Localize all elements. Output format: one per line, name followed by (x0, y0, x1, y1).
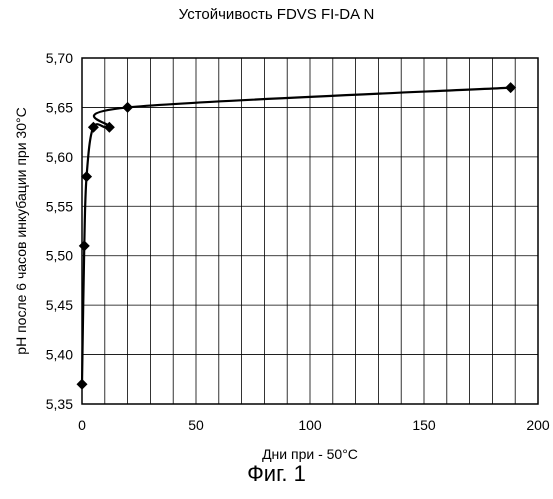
series-line (82, 88, 511, 385)
y-tick-label: 5,40 (46, 347, 73, 363)
x-tick-label: 200 (526, 417, 550, 433)
grid-lines (82, 58, 538, 404)
y-tick-label: 5,65 (46, 99, 73, 115)
y-tick-label: 5,55 (46, 198, 73, 214)
data-markers (77, 82, 517, 390)
y-tick-label: 5,35 (46, 396, 73, 412)
data-point-marker (79, 240, 90, 251)
x-tick-label: 50 (188, 417, 204, 433)
y-tick-label: 5,70 (46, 50, 73, 66)
x-tick-label: 150 (412, 417, 436, 433)
data-point-marker (505, 82, 516, 93)
data-point-marker (122, 102, 133, 113)
y-tick-label: 5,60 (46, 149, 73, 165)
y-axis-label: pH после 6 часов инкубации при 30°C (13, 107, 29, 354)
data-point-marker (77, 379, 88, 390)
y-tick-label: 5,50 (46, 248, 73, 264)
x-tick-label: 0 (78, 417, 86, 433)
x-axis-label: Дни при - 50°C (262, 446, 358, 462)
y-tick-label: 5,45 (46, 297, 73, 313)
figure-caption: Фиг. 1 (0, 461, 553, 487)
x-tick-label: 100 (298, 417, 322, 433)
